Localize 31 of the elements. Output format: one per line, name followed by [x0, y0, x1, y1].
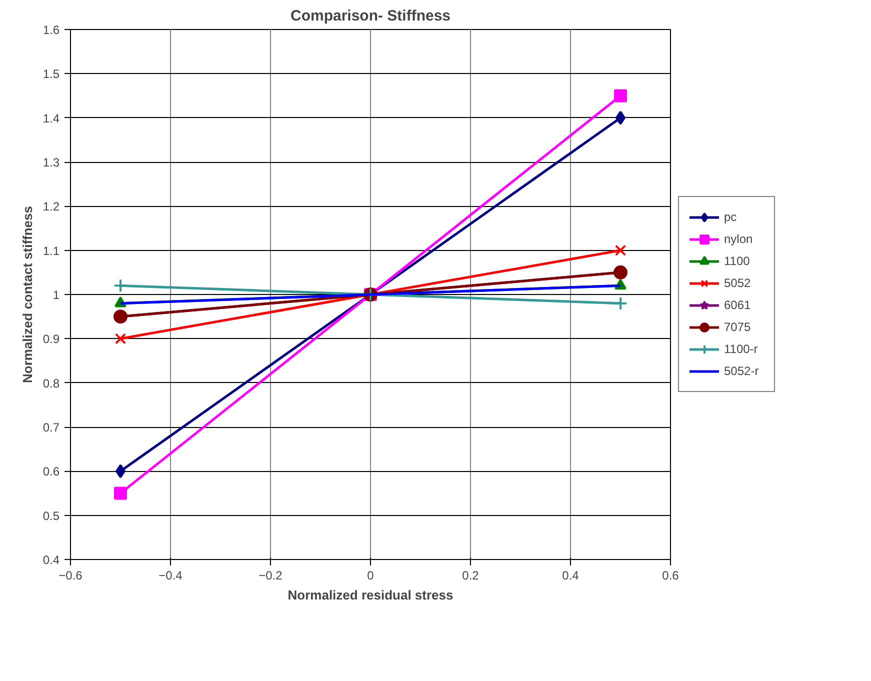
legend-label: 7075 — [724, 320, 752, 334]
chart-title: Comparison- Stiffness — [290, 8, 451, 24]
legend-label: nylon — [724, 232, 754, 246]
legend-label: 1100-r — [724, 342, 759, 356]
x-tick-label: −0.2 — [258, 568, 283, 582]
y-tick-label: 1.6 — [42, 23, 60, 37]
y-axis-title: Normalized contact stiffness — [20, 206, 35, 383]
legend-label: 1100 — [724, 254, 751, 268]
y-tick-label: 1.4 — [42, 111, 60, 126]
x-tick-label: 0 — [367, 568, 374, 582]
y-tick-label: 0.7 — [42, 420, 60, 434]
x-tick-label: 0.4 — [562, 568, 580, 582]
y-tick-label: 0.6 — [42, 464, 60, 479]
legend-label: 6061 — [724, 298, 752, 312]
y-tick-label: 1.3 — [42, 156, 60, 170]
legend-label: 5052 — [724, 276, 752, 290]
y-tick-label: 1.1 — [42, 244, 60, 258]
y-tick-label: 1 — [52, 288, 60, 302]
y-tick-label: 0.8 — [42, 376, 60, 390]
x-axis-title: Normalized residual stress — [288, 588, 454, 602]
x-tick-label: −0.4 — [158, 568, 183, 582]
y-tick-label: 0.5 — [42, 508, 60, 523]
y-tick-label: 0.4 — [42, 553, 60, 567]
x-tick-label: 0.2 — [462, 568, 480, 582]
legend-label: 5052-r — [724, 364, 760, 378]
y-tick-label: 0.9 — [42, 332, 60, 346]
x-tick-label: 0.6 — [662, 568, 680, 582]
legend-label: pc — [724, 210, 738, 224]
y-tick-label: 1.5 — [42, 67, 60, 82]
x-tick-label: −0.6 — [58, 568, 83, 582]
y-tick-label: 1.2 — [42, 200, 60, 214]
